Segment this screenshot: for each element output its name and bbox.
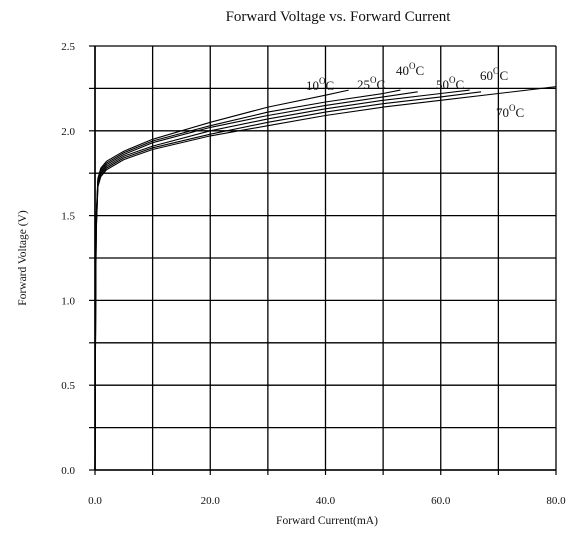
series-label-4: 60OC [480, 66, 508, 83]
series-line-3 [94, 89, 470, 471]
series-label-2: 40OC [396, 61, 424, 78]
y-tick-label-10: 2.5 [61, 41, 75, 53]
x-tick-label-0: 0.0 [88, 495, 102, 507]
series-line-5 [94, 86, 557, 471]
axes [89, 45, 557, 475]
x-tick-label-2: 20.0 [201, 495, 221, 507]
x-tick-label-6: 60.0 [431, 495, 451, 507]
series-label-0: 10OC [306, 76, 334, 93]
x-axis-label: Forward Current(mA) [276, 515, 378, 527]
series-line-2 [94, 91, 418, 471]
y-axis-label: Forward Voltage (V) [17, 210, 29, 306]
grid [94, 45, 557, 471]
x-tick-label-8: 80.0 [546, 495, 566, 507]
x-tick-label-4: 40.0 [316, 495, 336, 507]
series-label-3: 50OC [436, 75, 464, 92]
series-labels: 10OC 25OC 40OC 50OC 60OC 70OC [306, 61, 524, 120]
series-lines [94, 86, 557, 471]
chart-title: Forward Voltage vs. Forward Current [226, 9, 452, 25]
y-tick-label-8: 2.0 [61, 126, 75, 138]
y-tick-label-4: 1.0 [61, 295, 75, 307]
y-tick-label-0: 0.0 [61, 465, 75, 477]
y-tick-label-6: 1.5 [61, 211, 75, 223]
series-label-1: 25OC [357, 75, 385, 92]
series-label-5: 70OC [496, 103, 524, 120]
series-line-0 [94, 89, 349, 471]
tick-labels: 0.0 20.0 40.0 60.0 80.0 0.0 0.5 1.0 1.5 2.0 2.5 [61, 41, 566, 507]
y-tick-label-2: 0.5 [61, 380, 75, 392]
